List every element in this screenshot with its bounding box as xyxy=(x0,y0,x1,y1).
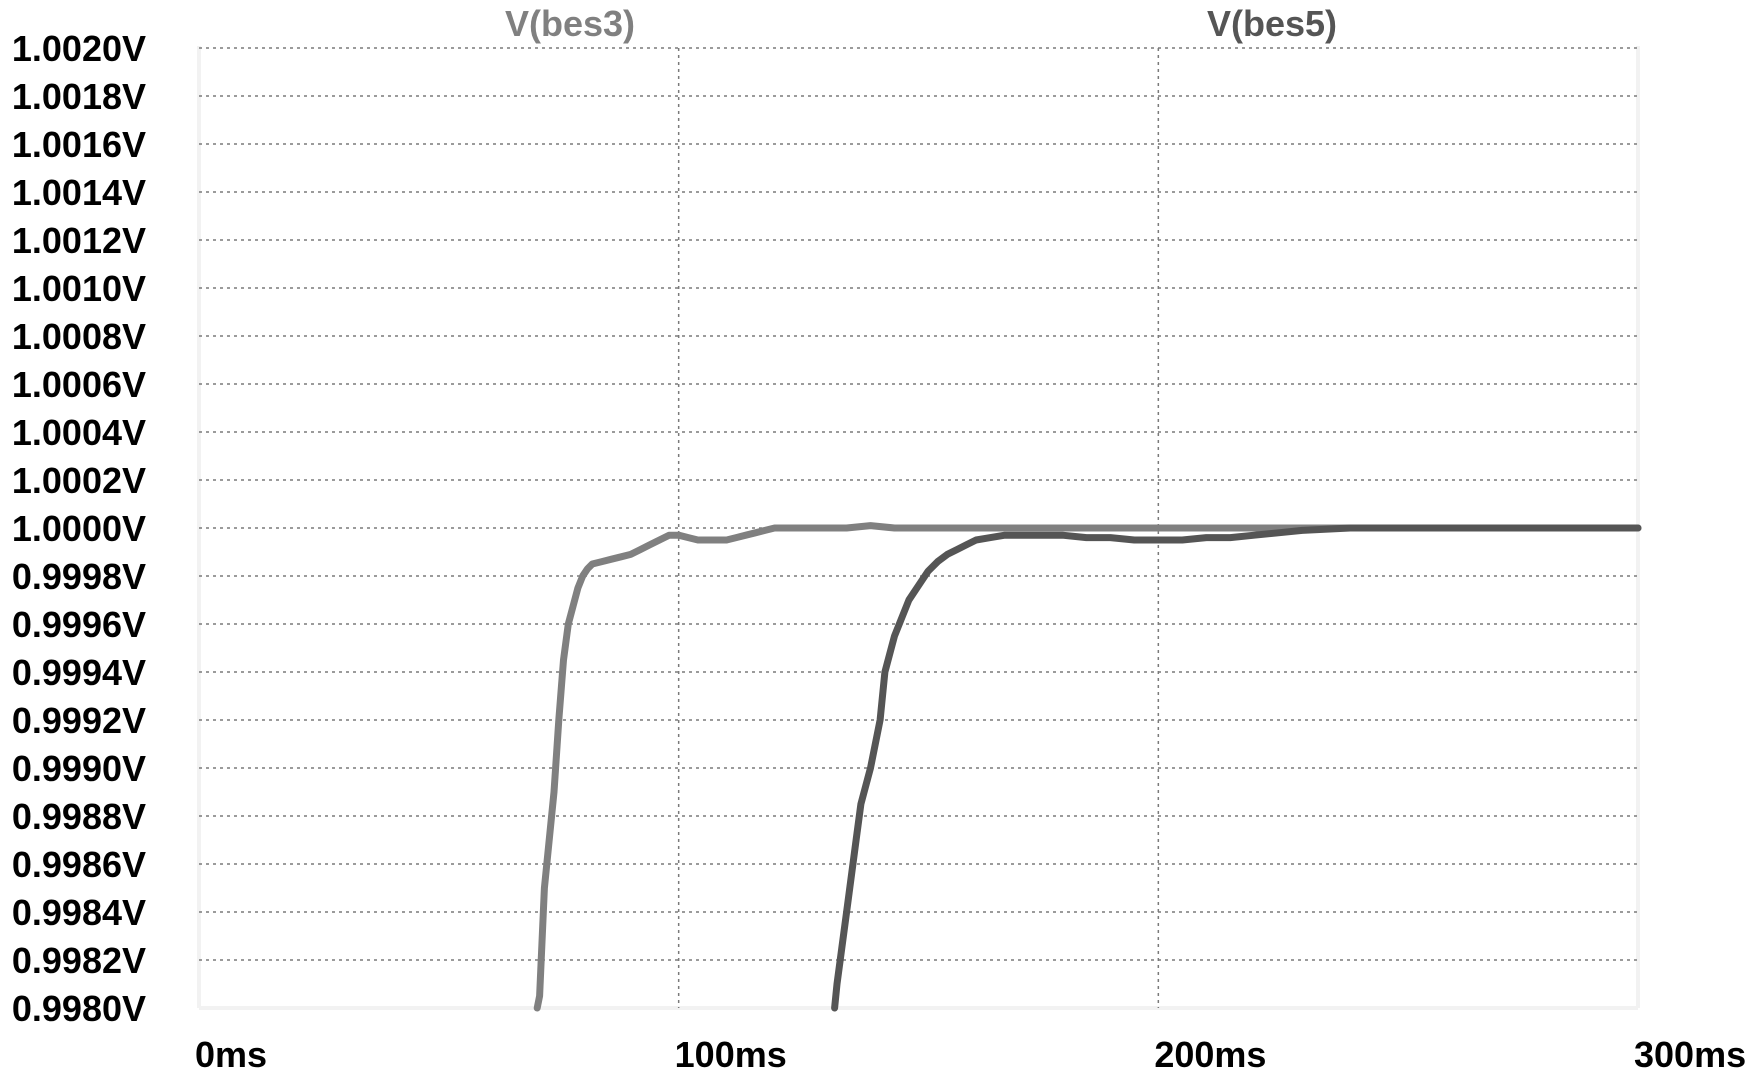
y-tick-label-10: 1.0000V xyxy=(12,508,146,549)
y-tick-label-16: 0.9988V xyxy=(12,796,146,837)
y-axis-tick-labels: 1.0020V 1.0018V 1.0016V 1.0014V 1.0012V 1.001… xyxy=(12,28,146,1029)
x-tick-label-0: 0ms xyxy=(195,1034,267,1075)
series-label-1: V(bes5) xyxy=(1207,3,1337,44)
y-tick-label-5: 1.0010V xyxy=(12,268,146,309)
y-tick-label-2: 1.0016V xyxy=(12,124,146,165)
y-tick-label-1: 1.0018V xyxy=(12,76,146,117)
series-labels: V(bes3) V(bes5) xyxy=(505,3,1337,44)
series-line-0 xyxy=(533,522,1642,1012)
y-tick-label-14: 0.9992V xyxy=(12,700,146,741)
y-tick-label-20: 0.9980V xyxy=(12,988,146,1029)
y-tick-label-19: 0.9982V xyxy=(12,940,146,981)
y-tick-label-0: 1.0020V xyxy=(12,28,146,69)
series-lines xyxy=(533,522,1642,1012)
y-tick-label-6: 1.0008V xyxy=(12,316,146,357)
x-tick-label-3: 300ms xyxy=(1634,1034,1746,1075)
y-tick-label-8: 1.0004V xyxy=(12,412,146,453)
x-tick-label-2: 200ms xyxy=(1154,1034,1266,1075)
series-label-0: V(bes3) xyxy=(505,3,635,44)
y-tick-label-17: 0.9986V xyxy=(12,844,146,885)
y-tick-label-4: 1.0012V xyxy=(12,220,146,261)
series-line-1 xyxy=(831,524,1642,1012)
y-tick-label-12: 0.9996V xyxy=(12,604,146,645)
y-tick-label-18: 0.9984V xyxy=(12,892,146,933)
y-tick-label-3: 1.0014V xyxy=(12,172,146,213)
y-tick-label-15: 0.9990V xyxy=(12,748,146,789)
x-tick-label-1: 100ms xyxy=(675,1034,787,1075)
x-axis-tick-labels: 0ms 100ms 200ms 300ms xyxy=(195,1034,1746,1075)
y-tick-label-11: 0.9998V xyxy=(12,556,146,597)
y-tick-label-7: 1.0006V xyxy=(12,364,146,405)
y-tick-label-9: 1.0002V xyxy=(12,460,146,501)
y-tick-label-13: 0.9994V xyxy=(12,652,146,693)
